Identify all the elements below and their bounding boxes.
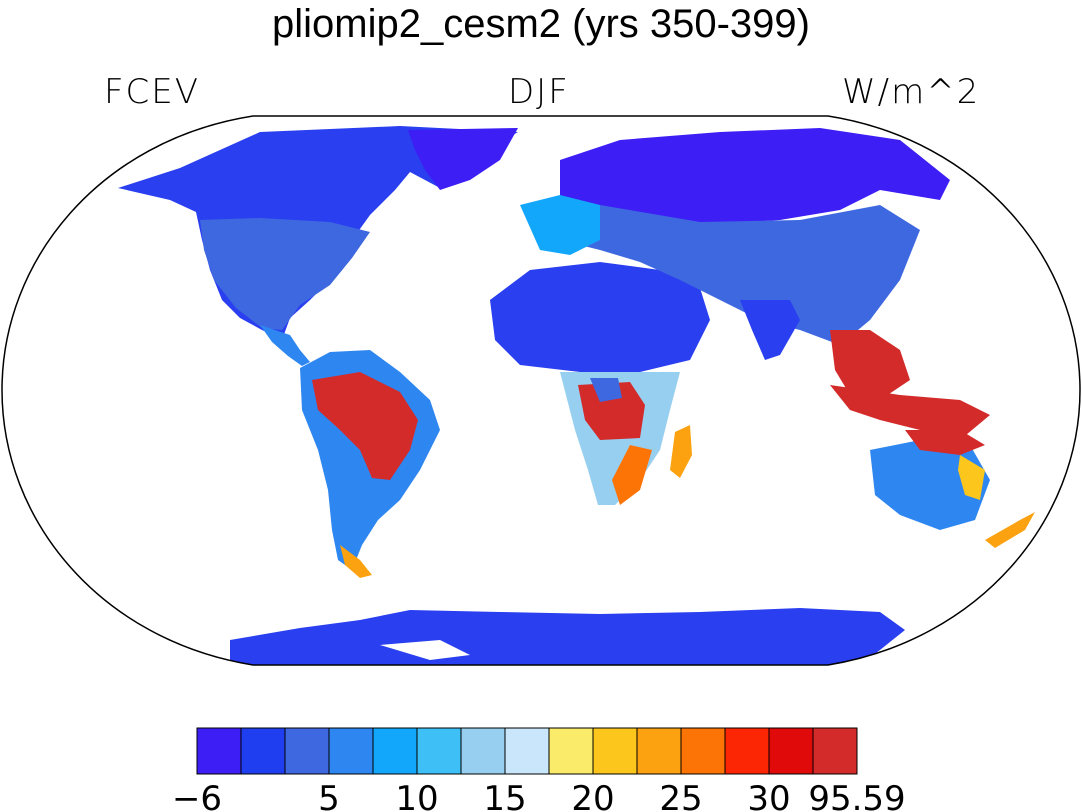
colorbar-tick-label: 95.59 xyxy=(808,779,905,812)
colorbar-tick-label: 5 xyxy=(318,779,340,812)
colorbar-swatch xyxy=(328,727,374,775)
eurasia-midlatitude xyxy=(530,205,920,345)
colorbar-tick-label: −6 xyxy=(172,779,222,812)
madagascar xyxy=(670,425,692,478)
colorbar-swatch xyxy=(548,727,594,775)
map-land-fill xyxy=(118,126,1035,665)
north-america-midlatitude xyxy=(200,218,370,330)
southeast-asia-high-flux xyxy=(830,330,910,400)
australia-east-warm xyxy=(958,455,985,500)
colorbar-tick-label: 30 xyxy=(747,779,790,812)
variable-label: FCEV xyxy=(104,72,201,112)
colorbar-swatch xyxy=(680,727,726,775)
figure-title: pliomip2_cesm2 (yrs 350-399) xyxy=(271,2,810,46)
colorbar-swatch xyxy=(812,727,858,775)
greenland xyxy=(408,128,518,190)
africa-southeast-warm xyxy=(612,445,652,505)
australia-north-warm xyxy=(905,430,985,455)
colorbar-swatch xyxy=(284,727,330,775)
south-america-coast-warm xyxy=(340,545,372,578)
antarctica xyxy=(230,608,905,665)
colorbar-swatch xyxy=(724,727,770,775)
africa-central-dry xyxy=(590,378,622,402)
colorbar-swatch xyxy=(460,727,506,775)
colorbar-tick-label: 10 xyxy=(395,779,438,812)
colorbar-tick-label: 25 xyxy=(659,779,702,812)
colorbar-swatch xyxy=(416,727,462,775)
antarctica-ice-gap xyxy=(380,640,470,660)
colorbar-tick-label: 20 xyxy=(571,779,614,812)
africa-north xyxy=(490,262,710,372)
eurasia-north xyxy=(560,128,950,225)
colorbar-swatch xyxy=(592,727,638,775)
season-label: DJF xyxy=(508,72,570,112)
colorbar-swatch xyxy=(768,727,814,775)
colorbar-swatch xyxy=(636,727,682,775)
maritime-continent-high-flux xyxy=(830,385,990,440)
colorbar-swatch xyxy=(372,727,418,775)
india xyxy=(740,300,800,360)
units-label: W/m^2 xyxy=(842,72,981,112)
europe-west xyxy=(520,195,600,255)
colorbar: −6 5 10 15 20 25 30 95.59 xyxy=(172,727,906,812)
amazon-high-flux xyxy=(312,372,418,480)
colorbar-swatch xyxy=(240,727,286,775)
new-zealand xyxy=(985,512,1035,548)
colorbar-swatch xyxy=(196,727,242,775)
colorbar-tick-label: 15 xyxy=(483,779,526,812)
colorbar-swatch xyxy=(504,727,550,775)
africa-congo-high-flux xyxy=(578,382,645,440)
globe-outline xyxy=(1,115,1081,666)
central-america xyxy=(260,325,310,366)
